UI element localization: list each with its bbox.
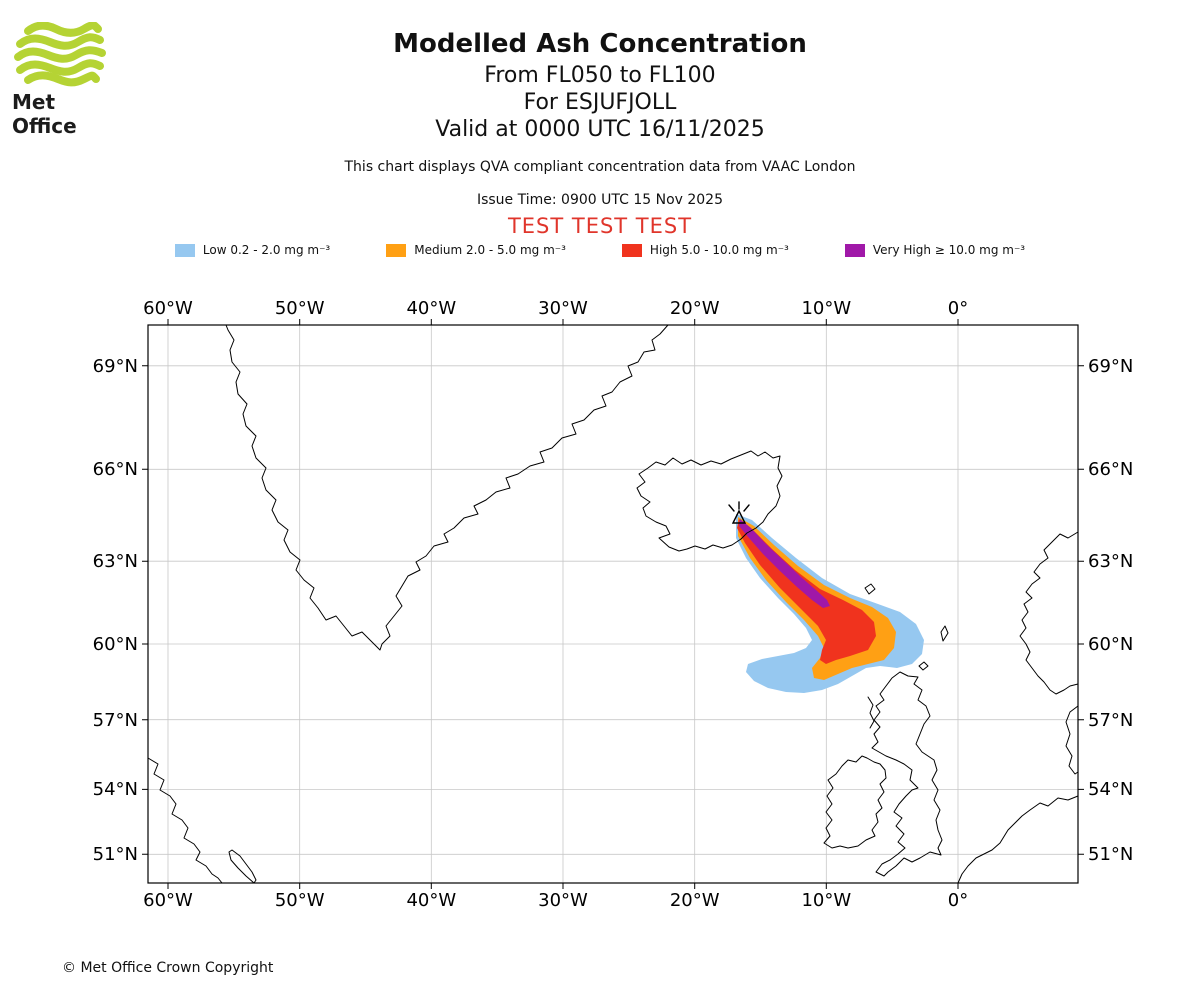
ash-plume [736,514,924,693]
copyright-notice: © Met Office Crown Copyright [62,960,274,976]
axis-label: 60°N [1088,634,1133,655]
legend-swatch-high [621,243,642,257]
coast-iceland [636,450,783,552]
coast-shetland [940,625,949,642]
axis-label: 57°N [1088,710,1133,731]
axis-label: 66°N [93,459,138,480]
graticule-grid [148,325,1078,883]
axis-label: 30°W [538,890,588,911]
valid-time-subtitle: Valid at 0000 UTC 16/11/2025 [435,117,765,142]
legend-item-very-high: Very High ≥ 10.0 mg m⁻³ [844,243,1026,257]
legend-swatch-medium [386,243,407,257]
plume-very-high [739,519,830,608]
axis-label: 54°N [1088,779,1133,800]
legend-label-high: High 5.0 - 10.0 mg m⁻³ [649,243,789,257]
axis-label: 57°N [93,710,138,731]
axis-label: 10°W [801,298,851,319]
axis-label: 40°W [406,890,456,911]
coast-labrador [147,757,223,884]
coast-hebrides [867,696,875,729]
volcano-marker [728,501,750,524]
coast-norway [1019,531,1079,695]
axis-label: 69°N [1088,356,1133,377]
legend-label-medium: Medium 2.0 - 5.0 mg m⁻³ [414,243,566,257]
map-frame [142,319,1084,889]
logo-wave-group [14,22,106,87]
coast-orkney [918,661,929,671]
volcano-triangle-icon [731,509,747,524]
legend-label-very-high: Very High ≥ 10.0 mg m⁻³ [872,243,1026,257]
coastlines [147,324,1079,884]
axis-label: 60°N [93,634,138,655]
qva-note: This chart displays QVA compliant concen… [344,159,856,175]
volcano-eruption-rays-icon [728,501,750,512]
coast-denmark [1065,705,1079,775]
coast-nw-europe [957,795,1079,884]
axis-label: 63°N [93,551,138,572]
page-title: Modelled Ash Concentration [393,29,807,59]
longitude-labels-top: 60°W 50°W 40°W 30°W 20°W 10°W 0° [143,298,968,319]
flight-level-subtitle: From FL050 to FL100 [484,63,716,88]
coast-great-britain [871,671,943,877]
axis-label: 54°N [93,779,138,800]
legend-swatch-very-high [844,243,865,257]
axis-label: 0° [948,890,968,911]
coast-greenland [225,324,669,651]
coast-ireland [823,755,887,849]
concentration-legend: Low 0.2 - 2.0 mg m⁻³ Medium 2.0 - 5.0 mg… [0,243,1200,257]
axis-label: 20°W [670,890,720,911]
longitude-labels-bottom: 60°W 50°W 40°W 30°W 20°W 10°W 0° [143,890,968,911]
coast-newfoundland [228,849,257,884]
axis-label: 60°W [143,298,193,319]
issue-time: Issue Time: 0900 UTC 15 Nov 2025 [476,192,724,208]
axis-label: 10°W [801,890,851,911]
legend-item-low: Low 0.2 - 2.0 mg m⁻³ [174,243,331,257]
legend-item-medium: Medium 2.0 - 5.0 mg m⁻³ [386,243,566,257]
map: 60°W 50°W 40°W 30°W 20°W 10°W 0° 60°W 50… [93,298,1134,911]
axis-label: 63°N [1088,551,1133,572]
latitude-labels-right: 69°N 66°N 63°N 60°N 57°N 54°N 51°N [1088,356,1133,865]
legend-label-low: Low 0.2 - 2.0 mg m⁻³ [202,243,331,257]
met-office-logo-waves [14,22,106,87]
met-office-logo-text: Met Office [12,90,77,138]
axis-label: 0° [948,298,968,319]
legend-swatch-low [174,243,195,257]
axis-label: 60°W [143,890,193,911]
coast-faroes [864,583,876,595]
axis-label: 66°N [1088,459,1133,480]
legend-item-high: High 5.0 - 10.0 mg m⁻³ [621,243,789,257]
axis-label: 51°N [1088,844,1133,865]
met-office-logo: Met Office [12,22,122,138]
axis-label: 40°W [406,298,456,319]
axis-label: 51°N [93,844,138,865]
axis-label: 20°W [670,298,720,319]
volcano-subtitle: For ESJUFJOLL [523,90,677,115]
axis-label: 50°W [275,890,325,911]
axis-label: 50°W [275,298,325,319]
test-banner: TEST TEST TEST [507,214,693,238]
axis-label: 30°W [538,298,588,319]
axis-label: 69°N [93,356,138,377]
latitude-labels-left: 69°N 66°N 63°N 60°N 57°N 54°N 51°N [93,356,138,865]
